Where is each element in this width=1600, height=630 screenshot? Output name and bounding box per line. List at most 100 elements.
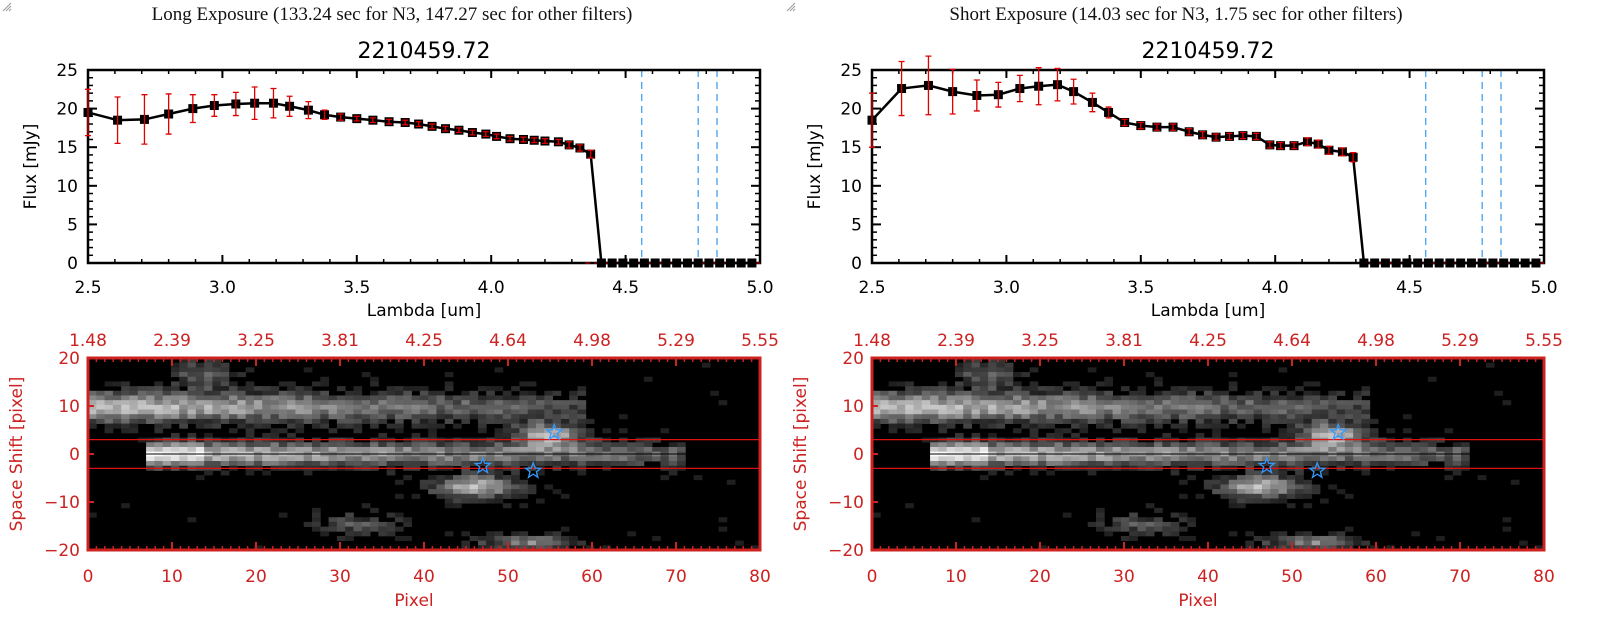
- image-pixel: [295, 404, 305, 410]
- image-pixel: [1021, 414, 1031, 420]
- image-pixel: [212, 418, 222, 424]
- image-pixel: [1037, 409, 1047, 415]
- data-point: [1391, 258, 1401, 268]
- image-pixel: [996, 404, 1006, 410]
- image-pixel: [212, 442, 222, 448]
- image-pixel: [477, 428, 487, 434]
- image-pixel: [1270, 400, 1279, 406]
- image-pixel: [419, 395, 429, 401]
- image-pixel: [1220, 423, 1230, 429]
- image-pixel: [1087, 414, 1097, 420]
- image-pixel: [988, 376, 997, 382]
- image-pixel: [104, 400, 114, 406]
- image-pixel: [511, 456, 520, 462]
- image-pixel: [345, 521, 354, 527]
- image-pixel: [477, 484, 487, 490]
- image-pixel: [453, 479, 462, 485]
- image-pixel: [552, 409, 562, 415]
- image-pixel: [411, 414, 421, 420]
- image-pixel: [996, 386, 1006, 392]
- image-pixel: [486, 470, 495, 476]
- image-pixel: [170, 432, 180, 439]
- image-pixel: [1154, 418, 1163, 424]
- image-pixel: [560, 432, 570, 439]
- image-pixel: [1228, 489, 1238, 495]
- x-tick-label: 50: [497, 567, 519, 587]
- image-pixel: [121, 386, 130, 392]
- image-pixel: [1145, 517, 1155, 523]
- image-pixel: [345, 461, 354, 467]
- image-pixel: [1096, 442, 1105, 448]
- image-pixel: [453, 400, 462, 406]
- image-pixel: [1361, 418, 1371, 424]
- image-pixel: [569, 395, 578, 401]
- image-pixel: [1220, 456, 1230, 462]
- resize-grip-icon[interactable]: [0, 0, 12, 12]
- image-pixel: [888, 423, 898, 429]
- image-pixel: [1361, 414, 1371, 420]
- image-pixel: [1212, 461, 1221, 467]
- image-pixel: [428, 456, 437, 462]
- image-pixel: [552, 446, 562, 453]
- image-pixel: [1129, 404, 1138, 410]
- image-pixel: [453, 503, 462, 509]
- image-pixel: [1021, 390, 1031, 396]
- image-pixel: [1303, 418, 1313, 424]
- image-pixel: [428, 479, 437, 485]
- image-pixel: [229, 428, 238, 434]
- image-pixel: [1129, 409, 1138, 415]
- image-pixel: [386, 470, 396, 476]
- image-pixel: [212, 381, 222, 387]
- image-pixel: [544, 414, 553, 420]
- image-pixel: [328, 442, 338, 448]
- image-pixel: [1029, 381, 1039, 387]
- image-pixel: [212, 386, 222, 392]
- image-pixel: [1013, 404, 1022, 410]
- y-tick-label: 10: [56, 177, 78, 197]
- image-pixel: [1228, 400, 1238, 406]
- image-pixel: [1071, 423, 1080, 429]
- data-point: [596, 258, 606, 268]
- image-pixel: [179, 446, 188, 453]
- image-pixel: [527, 456, 537, 462]
- image-pixel: [270, 456, 280, 462]
- image-pixel: [253, 400, 263, 406]
- image-pixel: [1369, 442, 1379, 448]
- image-pixel: [336, 423, 346, 429]
- image-pixel: [1004, 456, 1014, 462]
- image-pixel: [345, 531, 354, 537]
- image-pixel: [287, 423, 296, 429]
- image-pixel: [618, 414, 628, 420]
- image-pixel: [170, 414, 180, 420]
- image-pixel: [312, 414, 321, 420]
- image-pixel: [1154, 409, 1163, 415]
- image-pixel: [428, 390, 437, 396]
- image-pixel: [336, 442, 346, 448]
- image-pixel: [411, 400, 421, 406]
- image-pixel: [494, 446, 504, 453]
- data-point: [693, 258, 703, 268]
- image-pixel: [370, 404, 379, 410]
- image-pixel: [1311, 535, 1321, 542]
- image-pixel: [162, 400, 172, 406]
- image-pixel: [386, 512, 396, 518]
- image-pixel: [1046, 456, 1055, 462]
- image-pixel: [963, 442, 972, 448]
- image-pixel: [461, 456, 471, 462]
- image-pixel: [1104, 395, 1113, 401]
- image-pixel: [262, 456, 271, 462]
- image-pixel: [511, 531, 520, 537]
- image-pixel: [519, 503, 529, 509]
- error-bar: [165, 93, 172, 135]
- image-pixel: [245, 418, 255, 424]
- image-pixel: [536, 442, 545, 448]
- panel-short-exposure: Short Exposure (14.03 sec for N3, 1.75 s…: [784, 0, 1568, 630]
- image-pixel: [295, 395, 305, 401]
- image-pixel: [1062, 446, 1072, 453]
- image-pixel: [179, 367, 188, 373]
- image-pixel: [1261, 493, 1271, 499]
- image-pixel: [1046, 423, 1055, 429]
- image-pixel: [979, 404, 989, 410]
- resize-grip-icon[interactable]: [784, 0, 796, 12]
- image-pixel: [287, 381, 296, 387]
